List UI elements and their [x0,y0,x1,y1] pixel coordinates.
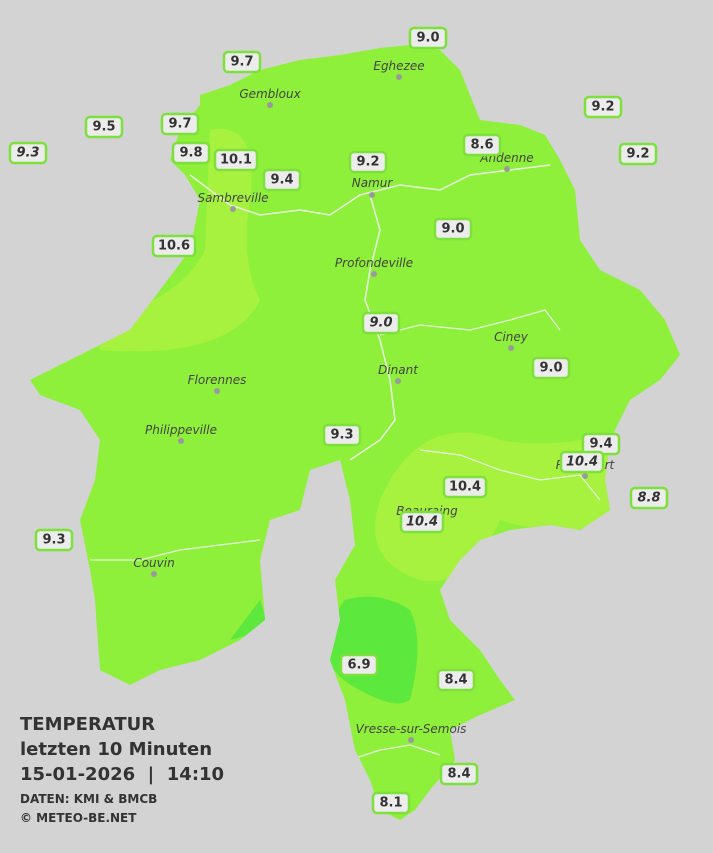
city-label: Dinant [378,363,419,377]
city-label: Gembloux [239,87,301,101]
temp-zone-cold [328,596,418,704]
station-box [171,141,211,165]
city-dot [396,74,402,80]
river [349,744,441,761]
station-box [433,217,473,241]
river [90,539,261,561]
city-label: Vresse-sur-Semois [356,722,467,736]
river [379,309,561,336]
river [349,194,396,461]
station-value: 9.0 [369,316,392,331]
city-label: Philippeville [145,423,217,437]
city-dot [267,102,273,108]
station-value: 9.4 [270,173,293,188]
title: TEMPERATUR [20,714,155,735]
timestamp: 15-01-2026 | 14:10 [20,764,224,785]
cities: EghezeeGemblouxAndenneNamurSambrevillePr… [133,59,616,743]
temp-zone-warm [100,128,260,352]
station-box [160,112,200,136]
city-dot [504,166,510,172]
station-value: 9.3 [42,533,65,548]
river [189,164,551,216]
station-box [559,450,605,474]
city-label: Couvin [133,556,174,570]
station-value: 9.3 [330,428,353,443]
station-box [442,475,488,499]
station-box [339,653,379,677]
station-value: 9.4 [589,437,612,452]
station-box [629,486,669,510]
city-label: Sambreville [197,191,268,205]
city-label: Florennes [188,373,247,387]
station-box [531,356,571,380]
station-box [213,148,259,172]
station-value: 9.2 [356,155,379,170]
station-box [222,50,262,74]
station-box [8,141,48,165]
station-box [408,26,448,50]
station-box [151,234,197,258]
city-dot [395,378,401,384]
station-value: 10.1 [220,153,252,168]
city-label: Profondeville [335,256,413,270]
station-value: 9.7 [230,55,253,70]
river [419,449,601,501]
station-value: 9.5 [92,120,115,135]
station-box [583,95,623,119]
station-box [84,115,124,139]
station-box [371,791,411,815]
city-label: Namur [352,176,394,190]
copyright: © METEO-BE.NET [20,811,137,825]
city-dot [582,473,588,479]
city-dot [230,206,236,212]
city-dot [408,737,414,743]
station-value: 9.8 [179,146,202,161]
city-dot [151,571,157,577]
city-dot [369,192,375,198]
city-dot [371,271,377,277]
station-value: 8.8 [637,491,660,506]
station-box [348,150,388,174]
source: DATEN: KMI & BMCB [20,792,157,806]
station-box [462,133,502,157]
station-box [34,528,74,552]
station-value: 10.6 [158,239,190,254]
station-value: 9.0 [416,31,439,46]
station-value: 8.4 [444,673,467,688]
station-value: 9.2 [626,147,649,162]
station-value: 8.6 [470,138,493,153]
subtitle: letzten 10 Minuten [20,739,212,760]
city-label: Eghezee [373,59,424,73]
station-box [322,423,362,447]
stations: 9.0 9.7 9.2 9.5 9.7 9.3 9.8 10.1 9.2 8.6 9.2 9.4 9.0… [8,26,669,815]
station-box [618,142,658,166]
city-dot [214,388,220,394]
temp-zone-warm [375,430,620,582]
station-value: 6.9 [347,658,370,673]
city-dot [508,345,514,351]
station-value: 9.3 [16,146,39,161]
station-box [262,168,302,192]
station-value: 9.0 [441,222,464,237]
station-value: 10.4 [406,515,438,530]
station-value: 8.1 [379,796,402,811]
station-box [436,668,476,692]
station-value: 10.4 [449,480,481,495]
station-box [361,311,401,335]
station-box [439,762,479,786]
station-value: 9.7 [168,117,191,132]
station-value: 8.4 [447,767,470,782]
station-value: 9.2 [591,100,614,115]
city-dot [178,438,184,444]
station-box [399,510,445,534]
city-label: Ciney [494,330,529,344]
station-value: 10.4 [566,455,598,470]
station-value: 9.0 [539,361,562,376]
